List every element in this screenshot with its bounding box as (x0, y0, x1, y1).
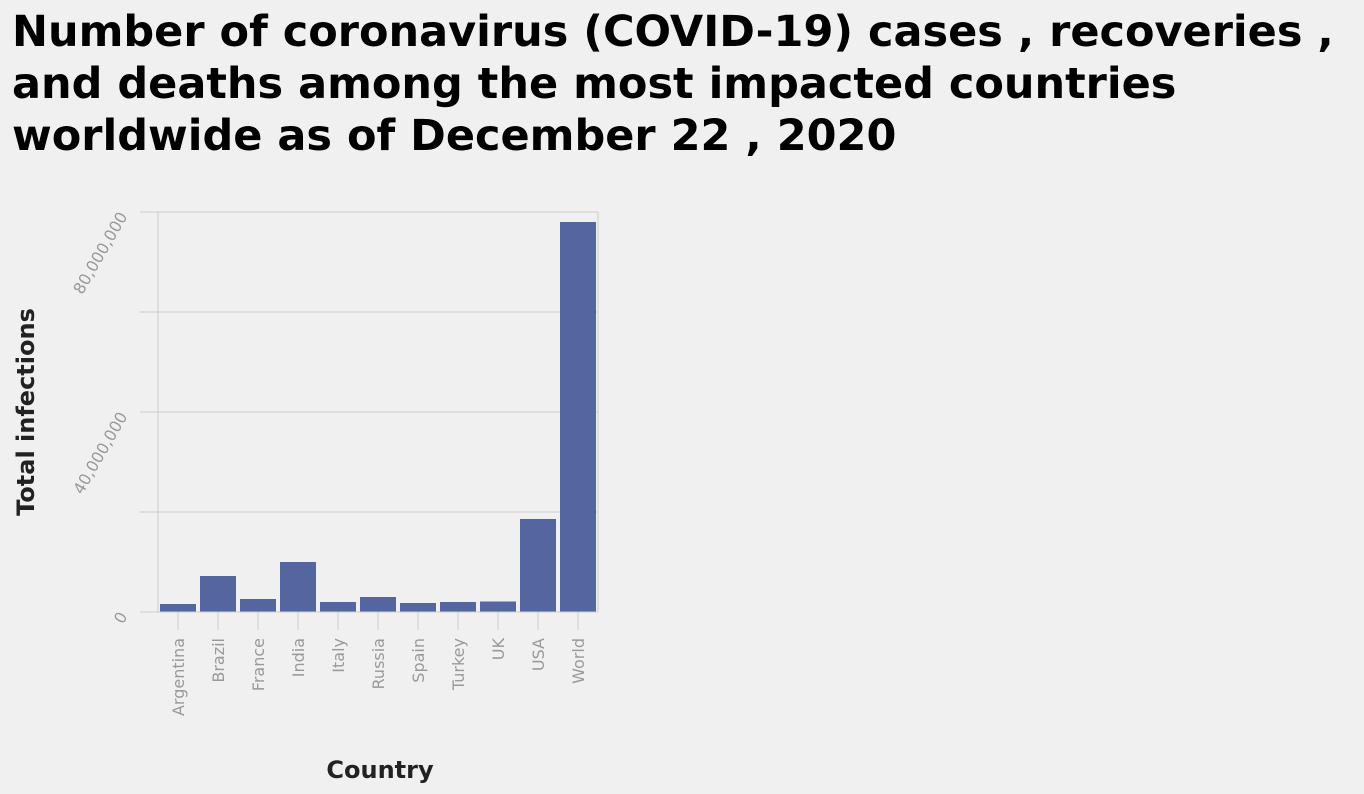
bar (240, 599, 276, 612)
x-tick-label: USA (529, 638, 548, 671)
x-tick-label: Argentina (169, 638, 188, 716)
bar (400, 603, 436, 612)
bar (360, 597, 396, 612)
x-tick-label: Russia (369, 638, 388, 689)
y-tick-label: 0 (110, 609, 132, 627)
bar (200, 576, 236, 612)
x-tick-label: UK (489, 637, 508, 660)
y-axis-title: Total infections (12, 308, 40, 516)
x-tick-label: World (569, 638, 588, 684)
x-tick-label: Turkey (449, 638, 468, 691)
bar (560, 222, 596, 612)
bar (440, 602, 476, 612)
x-tick-label: Spain (409, 638, 428, 683)
x-axis-title: Country (326, 756, 434, 784)
y-tick-label: 40,000,000 (69, 409, 131, 498)
x-tick-label: Italy (329, 638, 348, 673)
bar (520, 519, 556, 612)
y-tick-label: 80,000,000 (69, 209, 131, 298)
bar (160, 604, 196, 612)
bar (320, 602, 356, 612)
bar (280, 562, 316, 612)
x-tick-label: Brazil (209, 638, 228, 683)
bar (480, 601, 516, 612)
chart-title: Number of coronavirus (COVID-19) cases ,… (12, 7, 1334, 161)
x-tick-label: India (289, 638, 308, 677)
x-tick-label: France (249, 638, 268, 691)
